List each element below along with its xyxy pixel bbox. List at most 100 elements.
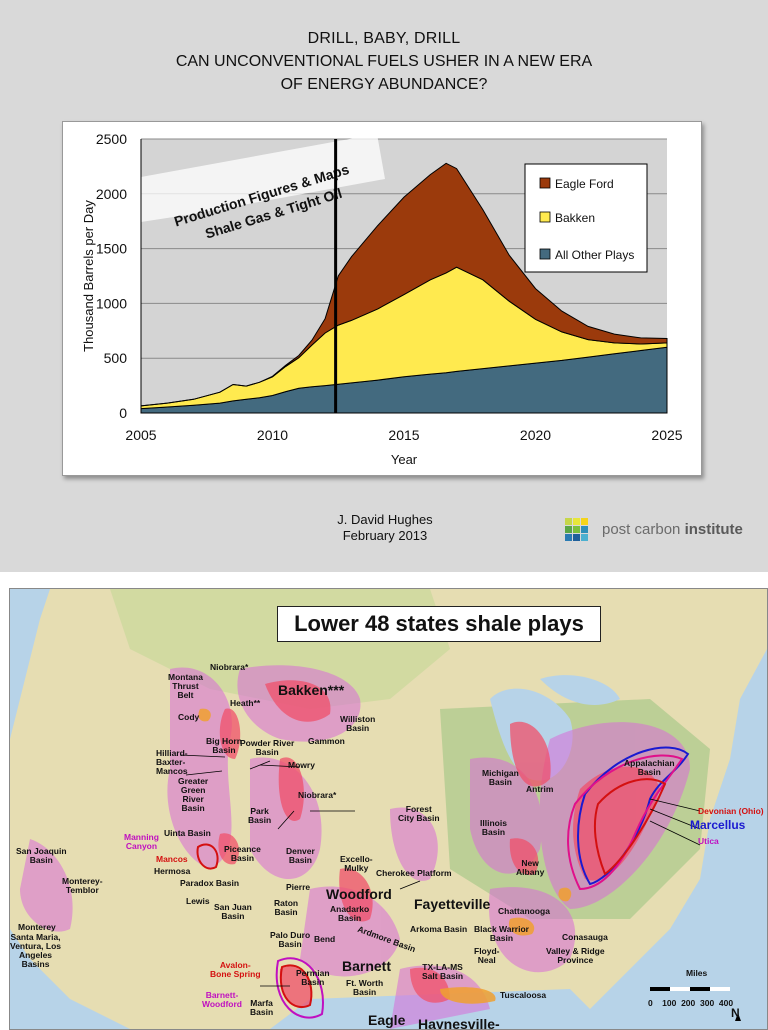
label-niobrara-mid: Niobrara* [298,790,337,800]
label-piceance: Piceance Basin [224,844,261,863]
logo-text-bold: institute [684,521,743,538]
label-greater-green: Greater Green River Basin [178,776,209,813]
label-antrim: Antrim [526,784,554,794]
label-barnett: Barnett [342,958,392,974]
label-williston: Williston Basin [340,714,376,733]
scale-label-miles: Miles [686,968,708,978]
label-cherokee: Cherokee Platform [376,868,452,878]
map-graphic [10,589,767,1029]
label-eagle: Eagle [368,1012,406,1028]
north-arrow-icon [735,1013,741,1021]
label-manning-canyon: Manning Canyon [124,832,159,851]
logo-text: post carbon institute [602,521,743,538]
label-barnett-woodford: Barnett- Woodford [202,990,242,1009]
label-conasauga: Conasauga [562,932,608,942]
logo-square [581,526,588,533]
label-txlams: TX-LA-MS Salt Basin [422,962,464,981]
label-heath: Heath** [230,698,261,708]
logo-square [565,518,572,525]
label-ft-worth: Ft. Worth Basin [346,978,384,997]
label-hermosa: Hermosa [154,866,191,876]
label-uinta: Uinta Basin [164,828,211,838]
label-anadarko: Anadarko Basin [330,904,370,923]
lake-superior [540,675,620,705]
legend-label-bakken: Bakken [555,211,595,225]
outline-plays [196,746,690,1019]
banner-background [141,134,385,222]
map-title: Lower 48 states shale plays [277,606,601,642]
legend-label-all-other-plays: All Other Plays [555,248,634,262]
logo-square [565,526,572,533]
label-park: Park Basin [248,806,272,825]
y-tick-label: 1000 [96,295,127,311]
label-forest-city: Forest City Basin [398,804,440,823]
label-chattanooga: Chattanooga [498,906,550,916]
label-marcellus: Marcellus [690,818,746,832]
x-tick-label: 2025 [651,427,682,443]
label-gammon: Gammon [308,736,345,746]
logo-square [573,518,580,525]
label-devonian: Devonian (Ohio) [698,806,764,816]
label-mowry: Mowry [288,760,315,770]
legend-swatch-bakken [539,211,551,223]
label-mancos: Mancos [156,854,188,864]
legend-swatch-eagle-ford [539,177,551,189]
label-black-warrior: Black Warrior Basin [474,924,529,943]
slide-subtitle-line-1: CAN UNCONVENTIONAL FUELS USHER IN A NEW … [175,53,593,70]
production-chart: Production Figures & Maps Shale Gas & Ti… [81,131,683,467]
y-tick-label: 2500 [96,131,127,147]
logo-square [565,534,572,541]
label-lewis: Lewis [186,896,210,906]
y-tick-label: 0 [119,405,127,421]
y-tick-label: 1500 [96,241,127,257]
logo-text-light: post carbon [602,521,681,538]
x-axis-label: Year [391,452,418,467]
label-pierre: Pierre [286,882,311,892]
label-palo-duro: Palo Duro Basin [270,930,311,949]
x-tick-label: 2010 [257,427,288,443]
shale-plays [218,680,660,1008]
label-niobrara-top: Niobrara* [210,662,249,672]
label-valley-ridge: Valley & Ridge Province [546,946,605,965]
label-bakken: Bakken*** [278,682,345,698]
label-michigan: Michigan Basin [482,768,519,787]
x-tick-label: 2015 [388,427,419,443]
label-monterey-temblor: Monterey- Temblor [62,876,103,895]
logo-square [573,534,580,541]
label-bighorn: Big Horn Basin [206,736,242,755]
label-cody: Cody [178,712,200,722]
label-excello: Excello- Mulky [340,854,373,873]
shale-plays-map: Lower 48 states shale plays Bakken*** Ni… [9,588,768,1030]
x-tick-label: 2005 [125,427,156,443]
label-permian: Permian Basin [296,968,330,987]
label-denver: Denver Basin [286,846,315,865]
author-block: J. David Hughes February 2013 [300,512,470,544]
label-arkoma: Arkoma Basin [410,924,468,934]
logo-square [581,534,588,541]
label-montana-thrust: Montana Thrust Belt [168,672,203,700]
label-paradox: Paradox Basin [180,878,240,888]
x-tick-label: 2020 [520,427,551,443]
label-powder-river: Powder River Basin [240,738,295,757]
north-label: N [731,1006,740,1020]
slide-subtitle-line-2: OF ENERGY ABUNDANCE? [280,76,488,93]
label-san-juan: San Juan Basin [214,902,252,921]
y-tick-label: 500 [104,350,128,366]
label-monterey: Monterey [18,922,56,932]
y-tick-labels: 0 500 1000 1500 2000 2500 [96,131,127,421]
scale-ticks: 0 100 200 300 400 [648,998,734,1008]
label-santa-maria: Santa Maria, Ventura, Los Angeles Basins [10,932,62,969]
label-new-albany: New Albany [516,858,545,877]
author-name: J. David Hughes [337,512,433,527]
label-san-joaquin: San Joaquin Basin [16,846,67,865]
label-fayetteville: Fayetteville [414,896,491,912]
label-hilliard: Hilliard- Baxter- Mancos [156,748,188,776]
label-raton: Raton Basin [274,898,299,917]
title-slide: DRILL, BABY, DRILL CAN UNCONVENTIONAL FU… [0,0,768,572]
orange-plays [198,708,572,1004]
x-tick-labels: 2005 2010 2015 2020 2025 [125,427,682,443]
map-slide: Lower 48 states shale plays Bakken*** Ni… [0,572,768,1030]
legend: Eagle Ford Bakken All Other Plays [524,163,648,273]
publication-date: February 2013 [342,528,428,543]
label-marfa: Marfa Basin [250,998,274,1017]
